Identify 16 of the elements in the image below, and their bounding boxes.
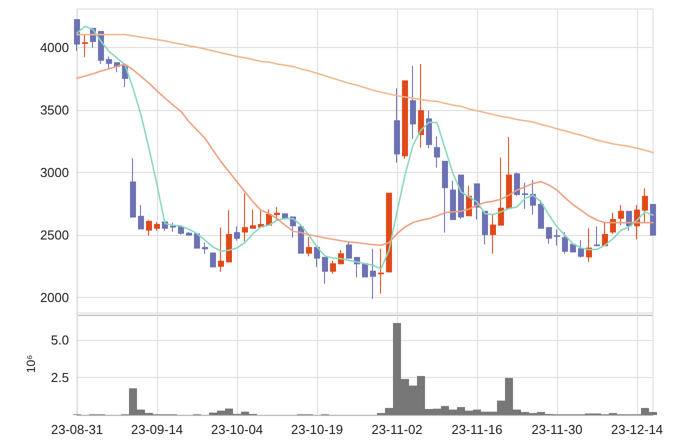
- x-tick-label: 23-10-04: [210, 422, 264, 437]
- y-tick-label: 2.5: [50, 370, 69, 385]
- y-tick-label: 2500: [40, 228, 69, 243]
- x-tick-label: 23-12-14: [610, 422, 664, 437]
- x-tick-label: 23-08-31: [50, 422, 104, 437]
- x-tick-label: 23-11-02: [371, 422, 423, 437]
- y-tick-label: 4000: [40, 40, 69, 56]
- y-axis-title: 10⁶: [24, 354, 38, 374]
- x-tick-label: 23-11-30: [531, 422, 583, 437]
- x-tick-label: 23-10-19: [290, 422, 344, 437]
- y-tick-label: 3500: [40, 102, 69, 118]
- x-tick-label: 23-11-16: [451, 422, 503, 437]
- y-tick-label: 3000: [40, 165, 69, 180]
- y-tick-label: 5.0: [50, 332, 69, 348]
- y-tick-label: 2000: [40, 290, 69, 306]
- x-tick-label: 23-09-14: [130, 422, 184, 437]
